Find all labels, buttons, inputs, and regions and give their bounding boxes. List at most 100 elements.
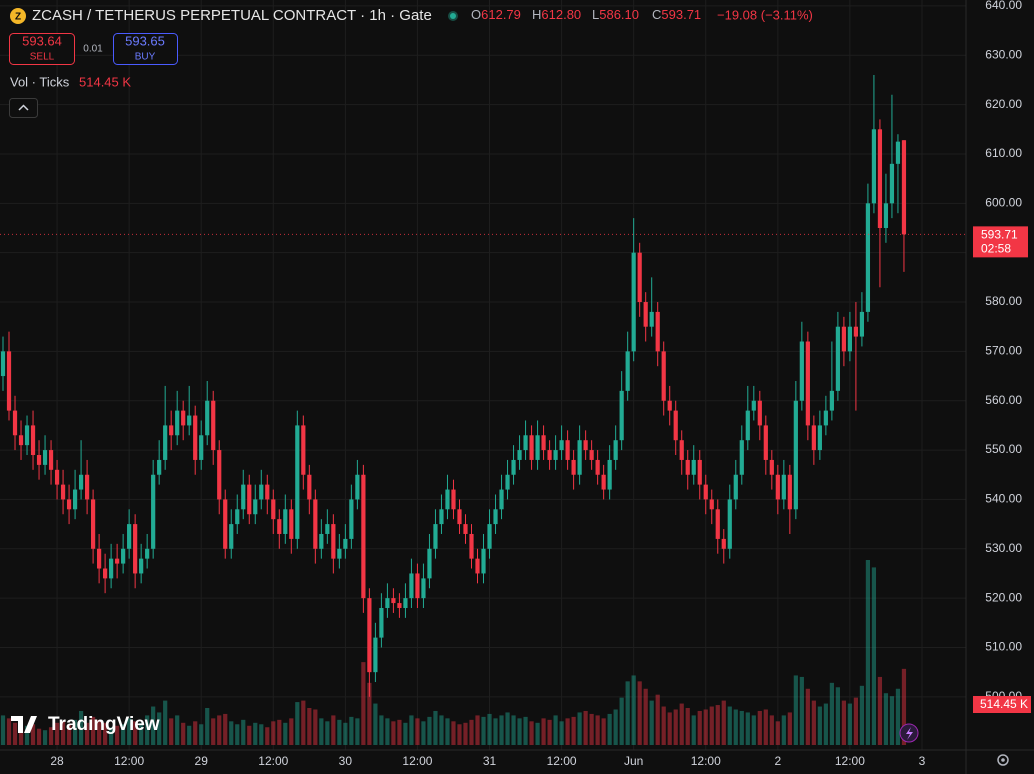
settings-icon[interactable] [997,754,1009,766]
candle-body [787,474,792,510]
grid [0,0,966,750]
candle-body [30,425,36,456]
candle-body [535,435,540,460]
volume-bar [223,713,228,745]
candle-body [391,598,396,604]
volume-bar [241,719,246,745]
volume-bar [361,662,366,745]
candle-body [577,440,582,475]
candle-body [817,425,822,451]
candle-body [229,524,234,549]
candle-body [679,440,684,460]
y-tick-label: 570.00 [985,344,1022,358]
candle-body [649,311,654,327]
volume-bar [103,722,108,745]
candle-body [871,129,877,204]
volume-bar [715,705,720,745]
sell-label: SELL [30,52,55,63]
volume-bar [457,724,462,745]
candle-body [559,440,564,451]
candle-body [823,410,828,426]
candle-body [703,484,708,500]
candle-body [90,499,96,549]
candle-body [72,489,78,510]
candle-body [763,425,768,460]
volume-legend-value: 514.45 K [79,74,131,89]
candle-body [247,484,252,515]
collapse-button[interactable] [9,98,38,118]
candle-body [463,524,468,534]
volume-bar [229,721,234,745]
symbol-title[interactable]: ZCASH / TETHERUS PERPETUAL CONTRACT · 1h… [32,7,432,24]
candle-body [865,203,871,312]
volume-bar [109,727,114,745]
volume-bar [385,718,390,745]
volume-bar [601,718,606,745]
candle-body [157,459,162,475]
volume-bar [121,724,126,745]
volume-bar [739,710,744,745]
volume-bar [613,709,618,745]
volume-bar [24,725,30,745]
volume-bar [697,710,702,745]
volume-bar [235,724,240,745]
candle-body [78,474,84,490]
volume-bar [799,676,804,745]
candle-body [751,400,756,411]
volume-bar [763,709,768,745]
y-tick-label: 620.00 [985,97,1022,111]
volume-bar [181,722,186,745]
candle-body [6,351,12,411]
candle-body [48,450,54,470]
candle-body [24,425,30,446]
buy-button[interactable] [113,33,178,65]
volume-legend-label: Vol · Ticks [10,74,70,89]
spread: 0.01 [83,44,103,55]
candle-body [859,311,865,337]
candle-body [445,489,450,510]
volume-bar [661,706,666,745]
volume-bar [307,708,312,745]
candle-body [139,558,144,574]
candle-body [181,410,186,426]
volume-bar [871,567,877,745]
y-tick-label: 540.00 [985,492,1022,506]
x-tick-label: 12:00 [402,754,432,768]
volume-bar [60,721,66,745]
volume-bar [325,721,330,745]
candle-body [18,435,24,446]
ohlc-low: L586.10 [592,7,639,22]
sell-button[interactable] [9,33,75,65]
volume-bar [0,715,6,745]
volume-bar [655,694,660,745]
volume-bar [259,724,264,745]
volume-bar [487,713,492,745]
candle-body [397,603,402,608]
candle-body [169,425,174,436]
volume-bar [835,687,840,745]
candle-body [421,578,426,599]
volume-bar [649,700,654,745]
volume-bar [841,700,846,745]
candle-body [607,459,612,490]
candle-body [739,440,744,475]
volume-bar [139,722,144,745]
volume-bar [397,719,402,745]
candle-body [211,400,216,451]
volume-bar [30,724,36,745]
x-tick-label: 12:00 [547,754,577,768]
volume-bar [565,718,570,745]
volume-bar [577,712,582,745]
volume-bar [247,725,252,745]
candle-body [253,499,258,515]
volume-bar [403,722,408,745]
volume-bar [78,710,84,745]
candle-body [175,410,180,436]
candle-body [271,499,276,520]
candle-body [799,341,804,401]
volume-bar [157,712,162,745]
price-tag-box [973,226,1028,258]
ohlc-change: −19.08 (−3.11%) [717,7,813,22]
candle-body [379,608,384,638]
